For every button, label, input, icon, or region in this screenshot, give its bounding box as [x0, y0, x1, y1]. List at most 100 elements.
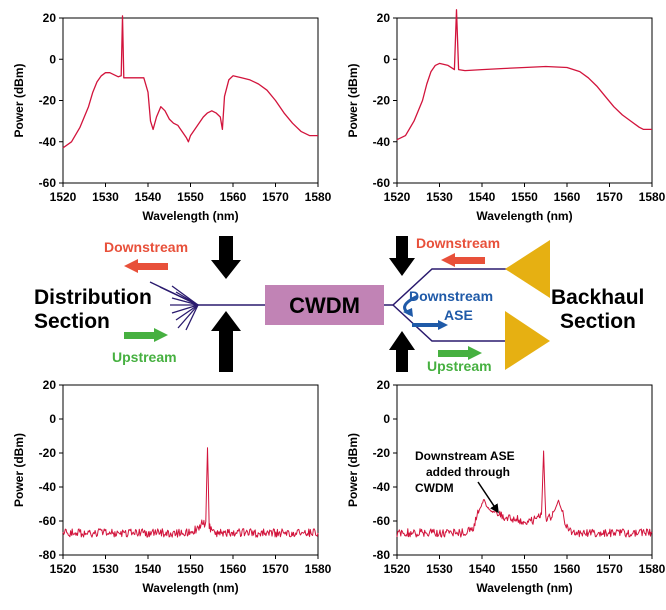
upstream-amplifier — [505, 311, 550, 370]
x-tick-label: 1540 — [469, 190, 496, 204]
x-tick-label: 1540 — [469, 562, 496, 576]
distribution-title-line-1: Distribution — [34, 286, 152, 309]
chart-bottom-right: -80 -60 -40 -20 0 20 1520 1530 1540 1550 1560 1570 1… — [346, 378, 666, 595]
y-tick-label: -20 — [373, 94, 391, 108]
y-tick-label: 20 — [43, 11, 57, 25]
network-diagram: CWDM Downstream Upstream Downstream Upst… — [34, 235, 644, 374]
left-downstream-arrow — [124, 259, 168, 273]
x-axis-label: Wavelength (nm) — [476, 581, 572, 595]
x-tick-label: 1550 — [177, 190, 204, 204]
y-axis-label: Power (dBm) — [346, 63, 360, 137]
chart-top-left: -60 -40 -20 0 20 1520 1530 1540 1550 1560 1570 1580… — [12, 11, 332, 223]
y-tick-label: 0 — [383, 52, 390, 66]
y-tick-label: -60 — [39, 514, 57, 528]
spectrum-line — [396, 9, 652, 141]
y-tick-label: 0 — [383, 412, 390, 426]
x-axis-label: Wavelength (nm) — [142, 581, 238, 595]
ase-annotation: Downstream ASE added through CWDM — [415, 449, 515, 514]
chart-top-right: -60 -40 -20 0 20 1520 1530 1540 1550 1560 1570 1580… — [346, 9, 666, 223]
left-downstream-label: Downstream — [104, 239, 188, 255]
y-tick-label: -40 — [373, 135, 391, 149]
x-axis-label: Wavelength (nm) — [476, 209, 572, 223]
x-tick-label: 1570 — [262, 190, 289, 204]
x-tick-label: 1570 — [596, 190, 623, 204]
y-tick-label: -60 — [373, 514, 391, 528]
x-tick-label: 1550 — [511, 190, 538, 204]
cwdm-label: CWDM — [289, 293, 360, 318]
backhaul-title-line-2: Section — [560, 310, 636, 333]
x-tick-label: 1550 — [511, 562, 538, 576]
downstream-amplifier — [505, 240, 550, 298]
ase-curve-arrow-head — [403, 308, 413, 317]
splitter-fanout — [149, 281, 199, 331]
y-tick-label: -40 — [39, 135, 57, 149]
y-tick-label: -20 — [39, 446, 57, 460]
y-axis-label: Power (dBm) — [12, 433, 26, 507]
x-tick-label: 1550 — [177, 562, 204, 576]
x-tick-label: 1560 — [554, 562, 581, 576]
y-tick-label: -80 — [39, 548, 57, 562]
y-tick-label: -40 — [39, 480, 57, 494]
y-tick-label: 20 — [43, 378, 57, 392]
x-tick-label: 1520 — [384, 190, 411, 204]
x-tick-label: 1570 — [596, 562, 623, 576]
distribution-title-line-2: Section — [34, 310, 110, 333]
backhaul-title-line-1: Backhaul — [551, 286, 644, 309]
x-axis-label: Wavelength (nm) — [142, 209, 238, 223]
y-tick-label: 20 — [377, 11, 391, 25]
x-tick-label: 1520 — [50, 190, 77, 204]
probe-arrow-bottom-left — [211, 311, 241, 372]
spectrum-line — [62, 15, 318, 149]
left-upstream-arrow — [124, 328, 168, 342]
spectrum-line — [396, 450, 653, 538]
x-tick-label: 1560 — [554, 190, 581, 204]
cwdm-box — [265, 285, 384, 325]
y-tick-label: 0 — [49, 52, 56, 66]
y-tick-label: -20 — [39, 94, 57, 108]
x-tick-label: 1530 — [92, 190, 119, 204]
x-tick-label: 1570 — [262, 562, 289, 576]
y-tick-label: -40 — [373, 480, 391, 494]
x-tick-label: 1530 — [426, 562, 453, 576]
y-tick-label: 0 — [49, 412, 56, 426]
y-tick-label: -60 — [373, 176, 391, 190]
left-upstream-label: Upstream — [112, 349, 177, 365]
y-tick-label: -80 — [373, 548, 391, 562]
right-downstream-arrow — [441, 253, 485, 267]
annotation-line-3: CWDM — [415, 481, 454, 495]
probe-arrow-top-right — [389, 236, 415, 276]
ase-arrow — [412, 320, 448, 330]
ase-label-line-2: ASE — [444, 307, 473, 323]
spectrum-line — [62, 447, 319, 538]
x-tick-label: 1580 — [639, 562, 666, 576]
backhaul-upstream-fiber — [392, 304, 508, 342]
y-axis-label: Power (dBm) — [12, 63, 26, 137]
y-tick-label: 20 — [377, 378, 391, 392]
x-tick-label: 1540 — [135, 562, 162, 576]
y-tick-label: -60 — [39, 176, 57, 190]
x-tick-label: 1580 — [639, 190, 666, 204]
x-tick-label: 1560 — [220, 190, 247, 204]
right-upstream-arrow — [438, 346, 482, 360]
x-tick-label: 1530 — [426, 190, 453, 204]
x-tick-label: 1580 — [305, 190, 332, 204]
backhaul-downstream-fiber — [384, 268, 508, 306]
x-tick-label: 1530 — [92, 562, 119, 576]
right-downstream-label: Downstream — [416, 235, 500, 251]
plot-frame — [396, 17, 653, 184]
x-tick-label: 1540 — [135, 190, 162, 204]
probe-arrow-top-left — [211, 236, 241, 279]
ase-label-line-1: Downstream — [409, 288, 493, 304]
plot-frame — [62, 17, 319, 184]
annotation-pointer — [477, 481, 499, 514]
y-axis-label: Power (dBm) — [346, 433, 360, 507]
x-tick-label: 1580 — [305, 562, 332, 576]
x-tick-label: 1520 — [50, 562, 77, 576]
probe-arrow-bottom-right — [389, 331, 415, 372]
x-tick-label: 1560 — [220, 562, 247, 576]
annotation-line-2: added through — [426, 465, 510, 479]
right-upstream-label: Upstream — [427, 358, 492, 374]
chart-bottom-left: -80 -60 -40 -20 0 20 1520 1530 1540 1550 1560 1570 1… — [12, 378, 332, 595]
annotation-line-1: Downstream ASE — [415, 449, 515, 463]
